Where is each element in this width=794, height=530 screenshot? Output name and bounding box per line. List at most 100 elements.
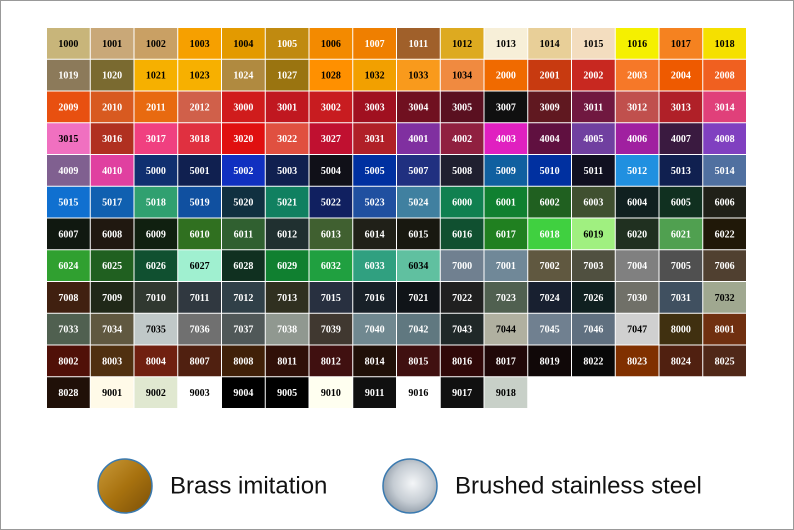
swatch: 3009 xyxy=(528,91,571,123)
swatch: 5020 xyxy=(222,186,265,218)
swatch-code: 4010 xyxy=(102,166,122,177)
swatch: 1015 xyxy=(572,28,615,59)
swatch: 5002 xyxy=(222,155,265,186)
swatch: 1003 xyxy=(178,28,221,59)
swatch-color xyxy=(484,345,528,377)
swatch-code: 1018 xyxy=(715,39,735,50)
swatch-color xyxy=(265,59,309,91)
swatch: 9002 xyxy=(134,377,178,408)
swatch-color xyxy=(178,250,221,281)
swatch-color xyxy=(659,186,703,218)
swatch-code: 3011 xyxy=(584,102,603,113)
swatch-code: 6017 xyxy=(496,229,516,240)
swatch: 7009 xyxy=(90,282,134,313)
swatch: 3016 xyxy=(90,123,134,154)
swatch-code: 7031 xyxy=(671,293,691,304)
swatch-color xyxy=(309,313,353,345)
swatch: 8023 xyxy=(615,345,659,377)
swatch: 7013 xyxy=(265,282,309,313)
swatch-color xyxy=(440,377,484,408)
swatch-color xyxy=(353,250,396,281)
swatch-color xyxy=(572,28,615,59)
swatch-color xyxy=(265,123,309,154)
swatch-code: 6014 xyxy=(365,229,385,240)
swatch-color xyxy=(440,345,484,377)
swatch-color xyxy=(178,123,221,154)
swatch-code: 7011 xyxy=(190,293,209,304)
swatch-color xyxy=(397,28,440,59)
swatch-code: 3001 xyxy=(277,102,297,113)
swatch-color xyxy=(572,218,615,250)
swatch: 1033 xyxy=(397,59,440,91)
swatch-code: 5017 xyxy=(102,198,122,209)
swatch-color xyxy=(572,186,615,218)
swatch: 6010 xyxy=(178,218,221,250)
swatch-color xyxy=(528,28,571,59)
swatch: 8007 xyxy=(178,345,221,377)
swatch-color xyxy=(134,123,178,154)
swatch-code: 6034 xyxy=(408,261,428,272)
swatch-code: 3005 xyxy=(452,102,472,113)
swatch-code: 8004 xyxy=(146,356,166,367)
swatch: 1028 xyxy=(309,59,353,91)
swatch-code: 8023 xyxy=(627,356,647,367)
swatch: 6005 xyxy=(659,186,703,218)
swatch-code: 8022 xyxy=(583,356,603,367)
swatch-color xyxy=(265,218,309,250)
swatch-code: 3022 xyxy=(277,134,297,145)
swatch: 8025 xyxy=(703,345,746,377)
swatch: 2004 xyxy=(659,59,703,91)
swatch: 6019 xyxy=(572,218,615,250)
swatch: 8001 xyxy=(703,313,746,345)
swatch-code: 5015 xyxy=(58,198,78,209)
swatch-code: 3020 xyxy=(233,134,253,145)
swatch: 5018 xyxy=(134,186,178,218)
swatch: 4009 xyxy=(47,155,90,186)
swatch-color xyxy=(178,218,221,250)
swatch: 4007 xyxy=(659,123,703,154)
swatch: 1012 xyxy=(440,28,484,59)
swatch: 6026 xyxy=(134,250,178,281)
swatch: 1001 xyxy=(90,28,134,59)
swatch: 6017 xyxy=(484,218,528,250)
swatch: 6018 xyxy=(528,218,571,250)
swatch-color xyxy=(440,186,484,218)
swatch-code: 1003 xyxy=(190,39,210,50)
swatch: 6000 xyxy=(440,186,484,218)
swatch: 7045 xyxy=(528,313,571,345)
swatch-code: 7032 xyxy=(715,293,735,304)
swatch-color xyxy=(528,250,571,281)
swatch-code: 3015 xyxy=(58,134,78,145)
swatch: 1018 xyxy=(703,28,746,59)
swatch: 9004 xyxy=(222,377,265,408)
swatch: 2009 xyxy=(47,91,90,123)
swatch: 3012 xyxy=(615,91,659,123)
swatch-code: 1021 xyxy=(146,71,166,82)
swatch-code: 6000 xyxy=(452,198,472,209)
swatch-code: 6001 xyxy=(496,198,516,209)
swatch: 6021 xyxy=(659,218,703,250)
swatch: 6032 xyxy=(309,250,353,281)
swatch-code: 4003 xyxy=(496,134,516,145)
swatch-color xyxy=(178,186,221,218)
swatch-code: 7004 xyxy=(627,261,647,272)
swatch: 7005 xyxy=(659,250,703,281)
swatch-color xyxy=(659,155,703,186)
swatch-color xyxy=(484,218,528,250)
swatch-code: 5001 xyxy=(190,166,210,177)
swatch-color xyxy=(659,28,703,59)
swatch-code: 3012 xyxy=(627,102,647,113)
swatch-color xyxy=(703,59,746,91)
swatch-code: 2000 xyxy=(496,71,516,82)
swatch-color xyxy=(134,59,178,91)
swatch-color xyxy=(703,28,746,59)
swatch-code: 5002 xyxy=(233,166,253,177)
swatch-code: 5018 xyxy=(146,198,166,209)
swatch: 3000 xyxy=(222,91,265,123)
swatch-code: 1000 xyxy=(58,39,78,50)
swatch: 7036 xyxy=(178,313,221,345)
swatch-code: 1012 xyxy=(452,39,472,50)
swatch-color xyxy=(659,218,703,250)
swatch: 5005 xyxy=(353,155,396,186)
swatch-code: 2010 xyxy=(102,102,122,113)
